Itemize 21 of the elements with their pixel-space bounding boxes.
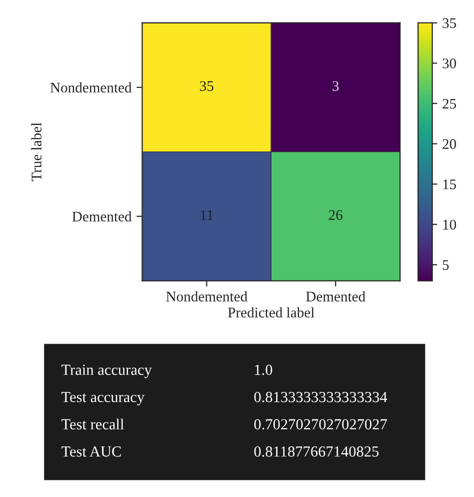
color-bar-label: 35 [442, 18, 456, 28]
data-label: 3 [332, 81, 339, 91]
text: 0.8133333333333334 [254, 392, 388, 402]
text: Test AUC [62, 446, 121, 457]
color-bar-label: 30 [442, 58, 456, 68]
color-bar-label: 15 [443, 180, 456, 190]
x-axis-title: Predicted label [228, 307, 314, 318]
text: 0.811877667140825 [254, 446, 379, 457]
color-bar-label: 10 [443, 220, 456, 230]
text: Test accuracy [62, 392, 144, 406]
color-bar-label: 20 [442, 139, 456, 149]
text: Test recall [62, 418, 124, 430]
y-axis-title: True label [31, 122, 42, 182]
text: 1.0 [255, 364, 272, 376]
color-bar-label: 5 [442, 260, 449, 270]
data-label: 26 [328, 210, 342, 220]
text: Train accuracy [62, 364, 152, 378]
text: 0.7027027027027027 [254, 419, 387, 430]
color-bar-label: 25 [442, 98, 456, 109]
data-label: 35 [200, 81, 214, 91]
data-label: 11 [200, 210, 213, 220]
